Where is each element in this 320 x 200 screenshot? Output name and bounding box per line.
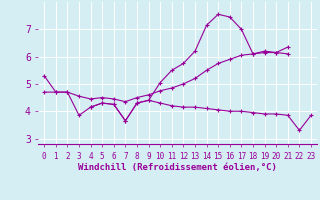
X-axis label: Windchill (Refroidissement éolien,°C): Windchill (Refroidissement éolien,°C) <box>78 163 277 172</box>
